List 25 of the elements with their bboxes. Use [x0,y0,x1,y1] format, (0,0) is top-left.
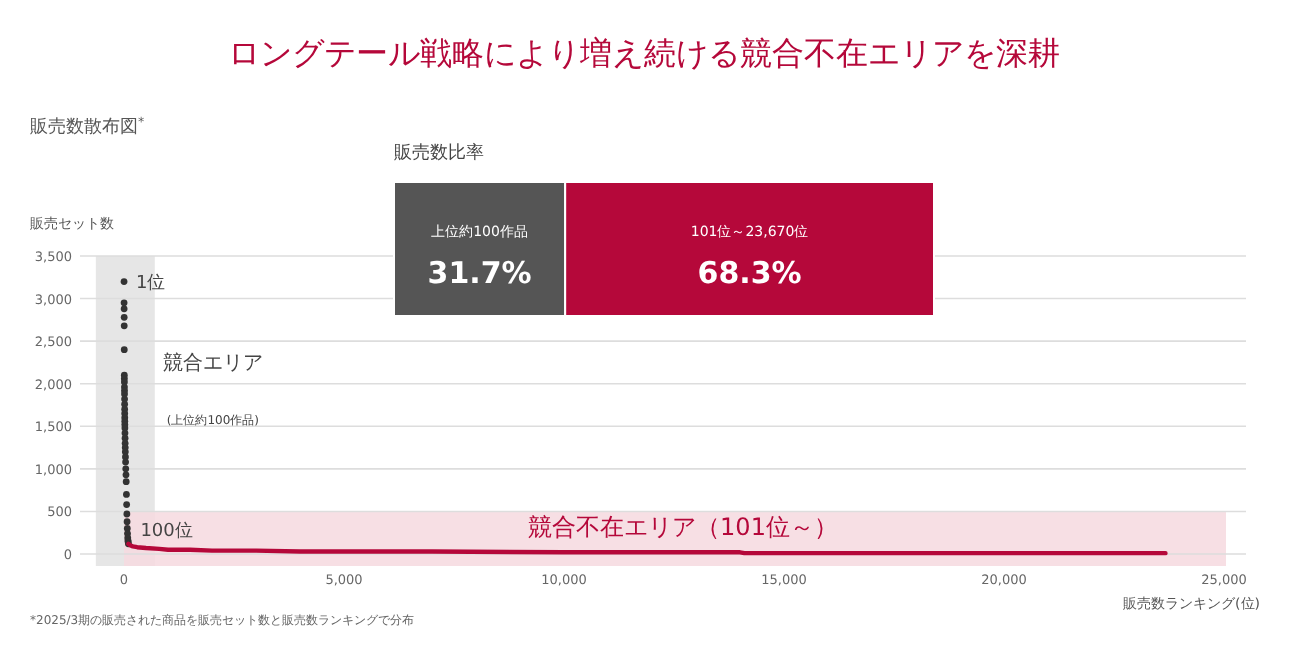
point [123,491,130,498]
chart-title: ロングテール戦略により増え続ける競合不在エリアを深耕 [228,34,1060,72]
annotation: 1位 [136,271,166,294]
point [123,510,131,518]
point [122,458,129,466]
point [122,478,130,486]
point [120,322,128,330]
data-label: 68.3% [697,254,802,291]
chart-title: 販売数比率 [394,142,484,164]
point [120,278,128,285]
annotation: 100位 [140,519,193,542]
data-label: 31.7% [427,254,532,291]
band-label: 競合エリア [162,351,263,376]
point [122,471,130,479]
point [122,453,129,461]
band-label: 競合不在エリア（101位～） [528,512,838,541]
point [120,346,128,354]
point [122,465,130,473]
point [120,299,128,307]
point [120,313,128,321]
chart-subtitle: 販売数散布図$^{*}$ [30,115,145,138]
point [120,305,128,313]
point [123,501,131,509]
point [123,518,131,526]
point [121,395,128,403]
